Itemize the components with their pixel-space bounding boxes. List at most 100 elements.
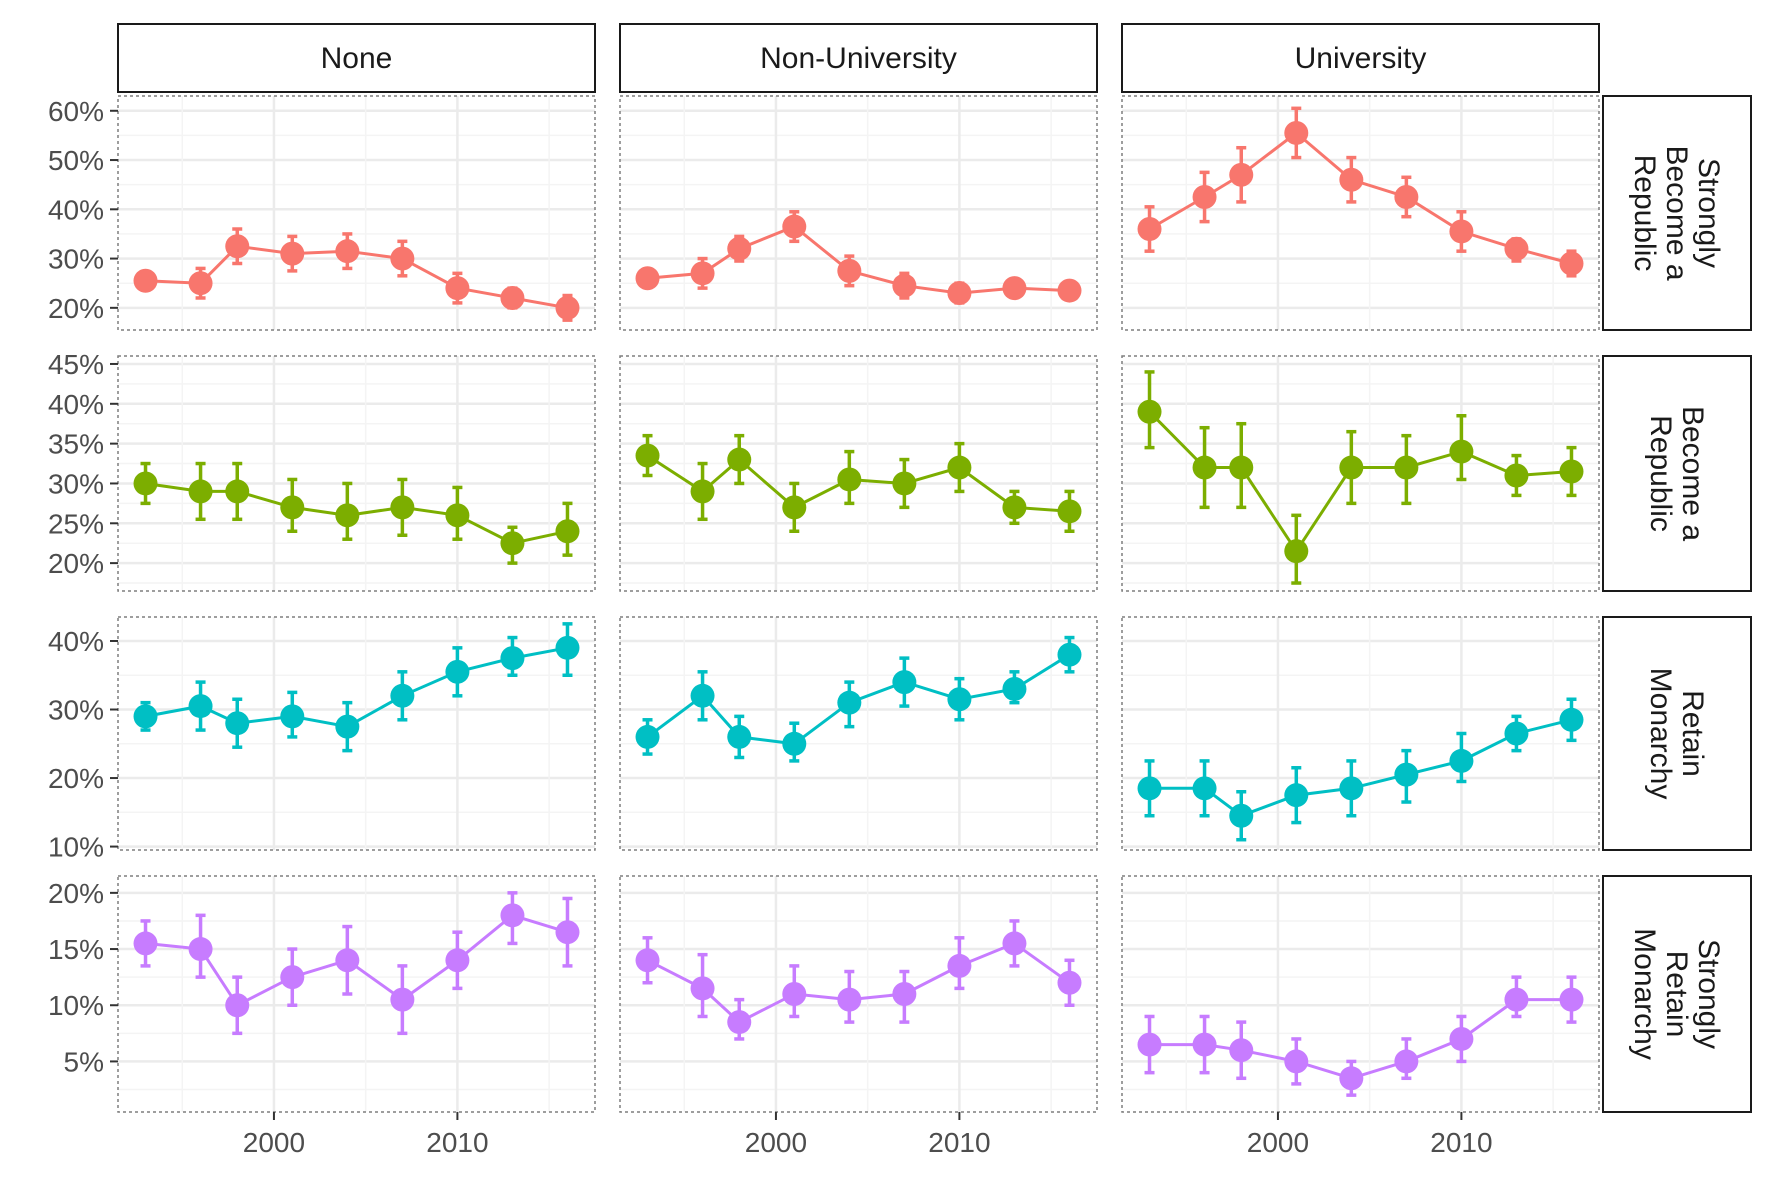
data-point: [1192, 1032, 1217, 1057]
panel-border: [619, 355, 1098, 592]
strip-none: None: [117, 23, 596, 93]
y-tick-label: 20%: [48, 548, 104, 579]
panel-r1-c1: 20% 30% 40% 50% 60%: [48, 95, 596, 331]
data-point: [837, 258, 862, 283]
data-point: [280, 495, 305, 520]
data-point: [1002, 276, 1027, 301]
data-point: [635, 724, 660, 749]
data-point: [225, 711, 250, 736]
data-point: [335, 714, 360, 739]
strip-label: University: [1295, 42, 1427, 75]
row-strip-label-line: Monarchy: [1628, 928, 1661, 1060]
y-tick-label: 10%: [48, 832, 104, 863]
data-point: [445, 948, 470, 973]
data-point: [1229, 803, 1254, 828]
data-point: [635, 443, 660, 468]
panel-r2-c2: [619, 355, 1098, 592]
data-point: [1284, 1049, 1309, 1074]
data-point: [280, 965, 305, 990]
data-point: [782, 731, 807, 756]
data-point: [1394, 1049, 1419, 1074]
data-point: [1559, 707, 1584, 732]
panel-r3-c1: 10% 20% 30% 40%: [48, 616, 596, 863]
data-point: [892, 273, 917, 298]
y-tick-label: 35%: [48, 429, 104, 460]
y-tick-label: 20%: [48, 293, 104, 324]
data-point: [837, 467, 862, 492]
y-tick-label: 60%: [48, 96, 104, 127]
strip-university: University: [1121, 23, 1600, 93]
y-tick-label: 10%: [48, 990, 104, 1021]
data-point: [445, 503, 470, 528]
data-point: [555, 295, 580, 320]
data-point: [555, 519, 580, 544]
row-strip-label-line: Retain: [1676, 690, 1709, 777]
row-strip-label-line: Strongly: [1692, 158, 1725, 268]
data-point: [500, 531, 525, 556]
data-point: [1339, 455, 1364, 480]
data-point: [1002, 676, 1027, 701]
y-tick-label: 40%: [48, 626, 104, 657]
panel-r2-c3: [1121, 355, 1600, 592]
strip-label: None: [321, 42, 393, 75]
data-point: [1137, 399, 1162, 424]
panel-r2-c1: 20% 25% 30% 35% 40% 45%: [48, 349, 596, 592]
data-point: [727, 724, 752, 749]
data-point: [500, 646, 525, 671]
data-point: [1137, 1032, 1162, 1057]
data-point: [445, 659, 470, 684]
data-point: [1137, 776, 1162, 801]
data-point: [335, 503, 360, 528]
y-tick-label: 50%: [48, 145, 104, 176]
panel-r1-c3: [1121, 95, 1600, 331]
data-point: [947, 455, 972, 480]
panel-border: [117, 616, 596, 851]
y-tick-label: 30%: [48, 695, 104, 726]
data-point: [635, 948, 660, 973]
data-point: [390, 987, 415, 1012]
data-point: [782, 982, 807, 1006]
panel-r4-c3: 2000 2010: [1121, 875, 1600, 1158]
data-point: [225, 479, 250, 504]
data-point: [133, 931, 158, 956]
data-point: [1057, 499, 1082, 524]
data-point: [1394, 455, 1419, 480]
strip-box: [1121, 23, 1600, 93]
y-tick-label: 20%: [48, 763, 104, 794]
data-point: [1339, 167, 1364, 192]
data-point: [133, 268, 158, 293]
data-point: [1192, 776, 1217, 801]
y-tick-label: 40%: [48, 389, 104, 420]
data-point: [1229, 162, 1254, 187]
data-point: [1192, 184, 1217, 209]
data-point: [390, 246, 415, 271]
panel-r3-c2: [619, 616, 1098, 851]
data-point: [892, 982, 917, 1006]
row-strip-box: [1602, 95, 1752, 331]
x-tick-label: 2010: [426, 1127, 488, 1158]
data-point: [1394, 762, 1419, 787]
row-strip-label-line: Monarchy: [1644, 668, 1677, 800]
data-point: [947, 281, 972, 306]
data-point: [1002, 931, 1027, 956]
data-point: [188, 694, 213, 719]
data-point: [335, 948, 360, 973]
data-point: [837, 690, 862, 715]
data-point: [1559, 459, 1584, 484]
data-point: [280, 704, 305, 729]
panel-r3-c3: [1121, 616, 1600, 851]
y-tick-label: 5%: [64, 1046, 104, 1077]
data-point: [727, 447, 752, 472]
x-tick-label: 2010: [1430, 1127, 1492, 1158]
data-point: [225, 234, 250, 259]
row-strip-label-line: Republic: [1628, 155, 1661, 272]
panel-border: [117, 355, 596, 592]
row-strip-label-line: Become a: [1676, 406, 1709, 541]
row-strip-box: [1602, 355, 1752, 592]
data-point: [133, 704, 158, 729]
data-point: [390, 683, 415, 708]
data-point: [133, 471, 158, 496]
